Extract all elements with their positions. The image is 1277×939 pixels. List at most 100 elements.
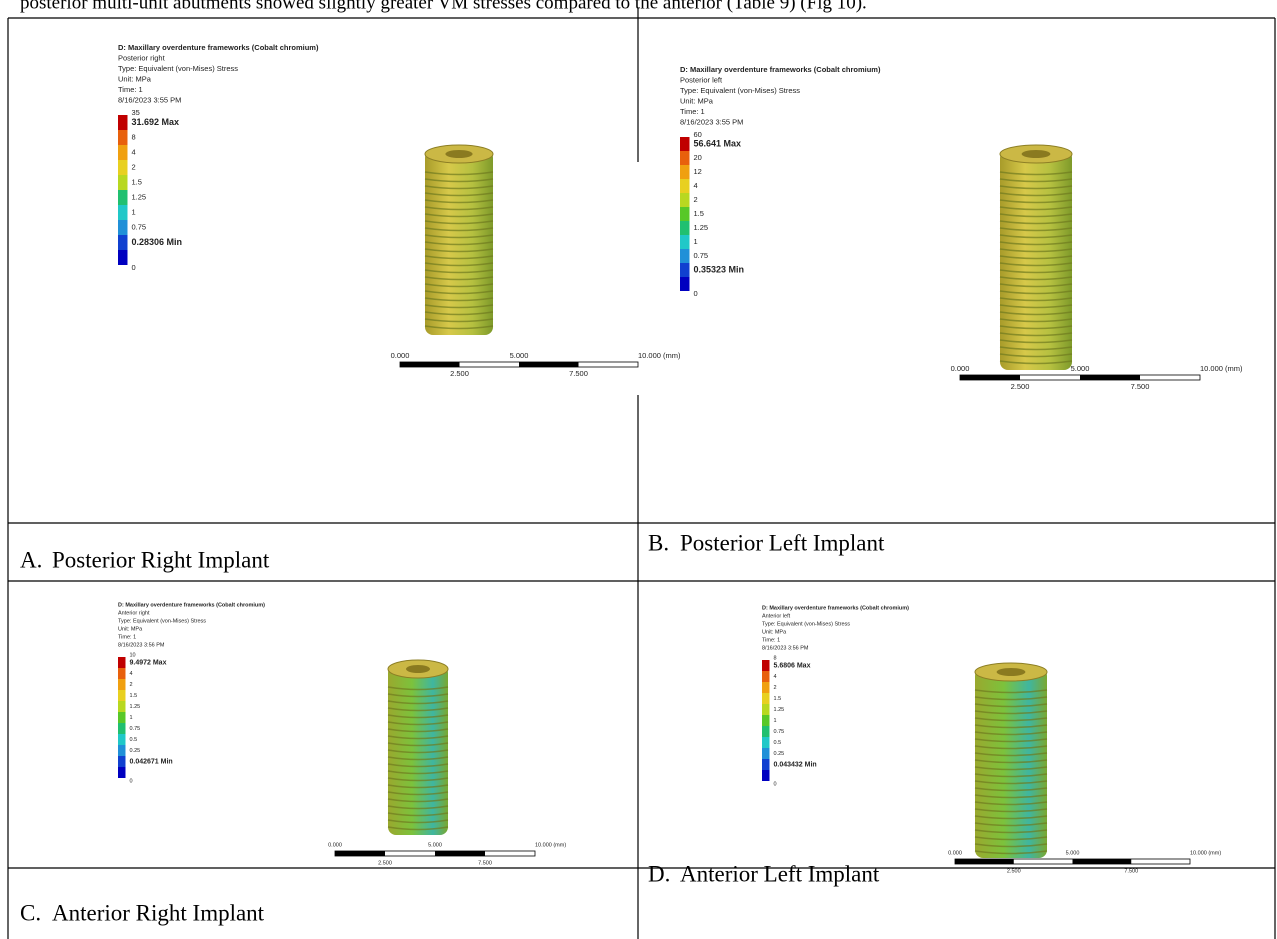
legend-swatch xyxy=(118,767,126,778)
legend-swatch xyxy=(118,190,128,205)
legend-swatch xyxy=(118,145,128,160)
legend-header: D: Maxillary overdenture frameworks (Cob… xyxy=(680,65,881,74)
legend-swatch xyxy=(118,235,128,250)
legend-header: Unit: MPa xyxy=(118,626,143,632)
legend-header: 8/16/2023 3:55 PM xyxy=(680,117,743,126)
implant-body xyxy=(388,665,448,835)
scale-seg xyxy=(519,362,579,367)
scale-seg xyxy=(1073,859,1132,864)
legend-header: Time: 1 xyxy=(118,85,143,94)
legend-swatch xyxy=(680,249,690,263)
legend-header: Unit: MPa xyxy=(680,96,714,105)
legend-swatch xyxy=(762,693,770,704)
scale-seg xyxy=(400,362,460,367)
legend-label: 8 xyxy=(132,132,136,141)
legend-swatch xyxy=(118,745,126,756)
legend-swatch xyxy=(762,682,770,693)
legend-label: 10 xyxy=(130,652,136,658)
fea-panel: D: Maxillary overdenture frameworks (Cob… xyxy=(648,605,1221,886)
legend-swatch xyxy=(118,734,126,745)
legend-label: 0 xyxy=(694,289,698,298)
legend-swatch xyxy=(118,175,128,190)
scale-label: 7.500 xyxy=(569,369,588,378)
legend-swatch xyxy=(118,679,126,690)
legend-swatch xyxy=(680,207,690,221)
legend-swatch xyxy=(680,179,690,193)
implant-model xyxy=(975,663,1047,858)
caption-letter: A. xyxy=(20,547,42,572)
legend-swatch xyxy=(118,220,128,235)
legend-label: 2 xyxy=(130,682,133,688)
implant-hole xyxy=(445,150,472,158)
scale-label: 0.000 xyxy=(948,850,962,856)
legend-label: 0.5 xyxy=(130,737,138,743)
legend-label: 1.25 xyxy=(132,192,147,201)
legend-label: 0.75 xyxy=(774,729,785,735)
legend-label: 0.043432 Min xyxy=(774,761,817,768)
legend-label: 1.5 xyxy=(694,209,704,218)
legend-label: 2 xyxy=(132,162,136,171)
legend-label: 1.5 xyxy=(130,693,138,699)
legend-swatch xyxy=(762,704,770,715)
scale-label: 2.500 xyxy=(450,369,469,378)
legend-label: 4 xyxy=(774,674,777,680)
legend-label: 0 xyxy=(132,263,136,272)
legend-swatch xyxy=(118,115,128,130)
legend-label: 4 xyxy=(130,671,133,677)
scale-label: 2.500 xyxy=(1007,868,1021,874)
legend-label: 1 xyxy=(694,237,698,246)
legend-header: Unit: MPa xyxy=(762,629,787,635)
legend-swatch xyxy=(680,235,690,249)
legend-swatch xyxy=(762,770,770,781)
legend-label: 1.25 xyxy=(774,707,785,713)
legend-header: Type: Equivalent (von-Mises) Stress xyxy=(118,618,206,624)
table-grid xyxy=(8,8,1275,939)
legend-header: Type: Equivalent (von-Mises) Stress xyxy=(680,86,800,95)
legend-label: 8 xyxy=(774,655,777,661)
legend-swatch xyxy=(118,723,126,734)
legend-swatch xyxy=(762,737,770,748)
legend-label: 1.5 xyxy=(774,696,782,702)
legend-label: 0.042671 Min xyxy=(130,758,173,765)
legend-label: 1 xyxy=(774,718,777,724)
legend-header: Posterior left xyxy=(680,75,723,84)
caption-text: Anterior Left Implant xyxy=(680,861,880,886)
legend-label: 20 xyxy=(694,153,702,162)
implant-body xyxy=(1000,150,1072,370)
caption-letter: B. xyxy=(648,530,669,555)
scale-label: 10.000 (mm) xyxy=(1200,364,1243,373)
legend-swatch xyxy=(118,130,128,145)
legend-swatch xyxy=(762,671,770,682)
scale-label: 5.000 xyxy=(1066,850,1080,856)
legend-header: Time: 1 xyxy=(118,634,136,640)
legend-label: 0.25 xyxy=(774,751,785,757)
scale-label: 10.000 (mm) xyxy=(638,351,681,360)
legend-header: Anterior right xyxy=(118,610,150,616)
legend-header: Time: 1 xyxy=(762,637,780,643)
legend-label: 4 xyxy=(694,181,698,190)
figure-page: posterior multi-unit abutments showed sl… xyxy=(0,0,1277,939)
legend-header: Time: 1 xyxy=(680,107,705,116)
legend-header: Posterior right xyxy=(118,53,166,62)
legend-label: 0.5 xyxy=(774,740,782,746)
legend-header: Type: Equivalent (von-Mises) Stress xyxy=(762,621,850,627)
scale-label: 7.500 xyxy=(1131,382,1150,391)
legend-header: Type: Equivalent (von-Mises) Stress xyxy=(118,64,238,73)
legend-swatch xyxy=(118,160,128,175)
legend-swatch xyxy=(118,712,126,723)
legend-label: 1 xyxy=(130,715,133,721)
legend-swatch xyxy=(762,660,770,671)
fea-panel: D: Maxillary overdenture frameworks (Cob… xyxy=(648,65,1243,555)
legend-swatch xyxy=(680,193,690,207)
caption-text: Anterior Right Implant xyxy=(52,900,265,925)
legend-label: 0.75 xyxy=(132,222,147,231)
implant-hole xyxy=(406,665,430,673)
implant-model xyxy=(388,660,448,835)
legend-label: 12 xyxy=(694,167,702,176)
intro-text: posterior multi-unit abutments showed sl… xyxy=(20,0,867,13)
legend-header: D: Maxillary overdenture frameworks (Cob… xyxy=(762,605,909,611)
caption-letter: C. xyxy=(20,900,41,925)
scale-seg xyxy=(435,851,485,856)
legend-swatch xyxy=(680,277,690,291)
scale-label: 0.000 xyxy=(391,351,410,360)
